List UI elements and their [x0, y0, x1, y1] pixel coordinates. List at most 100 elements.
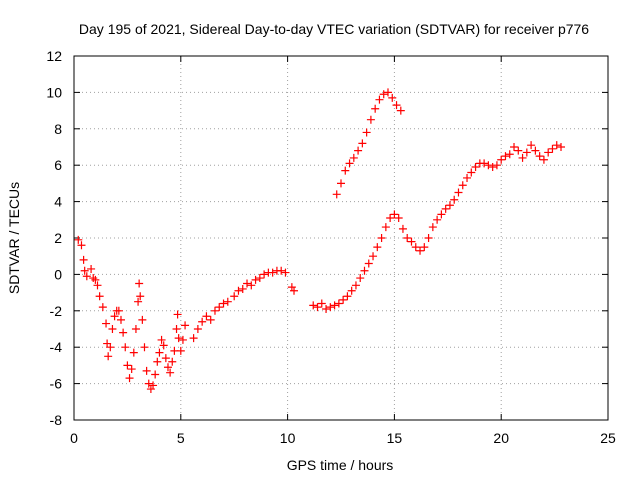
data-point — [79, 255, 88, 264]
data-point — [89, 274, 98, 283]
data-point — [360, 266, 369, 275]
data-point — [140, 343, 149, 352]
data-point — [178, 335, 187, 344]
data-point — [379, 90, 388, 99]
data-point — [202, 312, 211, 321]
data-point — [166, 368, 175, 377]
data-point — [157, 335, 166, 344]
data-point — [290, 286, 299, 295]
data-point — [146, 385, 155, 394]
data-point — [181, 321, 190, 330]
data-point — [362, 128, 371, 137]
y-tick-label: 0 — [54, 266, 62, 282]
data-point — [138, 315, 147, 324]
x-tick-label: 10 — [280, 430, 296, 446]
data-point — [552, 141, 561, 150]
data-point — [471, 163, 480, 172]
data-point — [373, 243, 382, 252]
data-point — [155, 348, 164, 357]
data-point — [375, 95, 384, 104]
data-point — [127, 365, 136, 374]
data-point — [467, 168, 476, 177]
data-point — [281, 268, 290, 277]
data-point — [174, 334, 183, 343]
data-point — [131, 325, 140, 333]
data-point — [135, 279, 144, 288]
y-tick-label: -8 — [50, 412, 63, 428]
data-point — [87, 264, 96, 273]
data-point — [136, 292, 145, 301]
y-tick-label: 2 — [54, 230, 62, 246]
data-point — [234, 286, 243, 295]
data-point — [230, 292, 239, 301]
data-point — [144, 379, 153, 388]
x-tick-label: 15 — [387, 430, 403, 446]
data-point — [193, 325, 202, 333]
data-point — [330, 301, 339, 310]
y-tick-label: 4 — [54, 194, 62, 210]
data-point — [260, 270, 269, 279]
data-point — [458, 181, 467, 190]
data-point — [332, 190, 341, 199]
data-point — [238, 284, 247, 293]
data-point — [168, 357, 177, 366]
data-point — [480, 159, 489, 168]
data-point — [77, 241, 86, 250]
data-point — [539, 155, 548, 164]
data-point — [407, 237, 416, 246]
y-tick-label: -6 — [50, 376, 63, 392]
data-point — [394, 213, 403, 222]
axis-ticks: 0 5 10 15 20 25 -8 -6 -4 -2 0 2 4 6 8 10 12 — [46, 48, 616, 446]
data-point — [420, 243, 429, 252]
data-point — [369, 252, 378, 261]
data-point — [116, 315, 125, 324]
data-point — [149, 381, 158, 390]
x-tick-label: 5 — [177, 430, 185, 446]
data-point — [91, 275, 100, 284]
data-point — [95, 292, 104, 301]
data-point — [347, 286, 356, 295]
data-point — [159, 341, 168, 350]
data-point — [441, 204, 450, 213]
data-point — [142, 366, 151, 375]
data-point — [114, 306, 123, 315]
data-point — [326, 303, 335, 312]
data-point — [119, 328, 128, 337]
data-point — [223, 297, 232, 306]
data-point — [161, 354, 170, 363]
data-point — [206, 315, 215, 324]
data-point — [388, 93, 397, 102]
data-point — [80, 266, 89, 275]
data-point — [163, 363, 172, 372]
data-point — [287, 283, 296, 292]
data-point — [277, 266, 286, 275]
plot-frame — [73, 55, 609, 421]
data-point — [121, 343, 130, 352]
data-point — [251, 275, 260, 284]
data-point — [106, 343, 115, 352]
data-point — [403, 234, 412, 242]
data-point — [82, 272, 91, 281]
data-points — [74, 88, 566, 394]
data-point — [173, 310, 182, 319]
data-point — [383, 88, 392, 97]
y-tick-label: 8 — [54, 121, 62, 137]
data-point — [514, 146, 523, 155]
data-point — [123, 361, 132, 370]
data-point — [505, 150, 514, 159]
data-point — [371, 104, 380, 113]
x-axis-label: GPS time / hours — [287, 457, 394, 473]
data-point — [433, 215, 442, 224]
data-point — [492, 161, 501, 170]
x-tick-label: 0 — [70, 430, 78, 446]
data-point — [437, 210, 446, 219]
data-point — [544, 148, 553, 157]
data-point — [125, 374, 134, 383]
data-point — [343, 292, 352, 301]
data-point — [450, 195, 459, 204]
data-point — [129, 348, 138, 357]
data-point — [428, 223, 437, 232]
data-point — [317, 299, 326, 308]
data-point — [531, 146, 540, 155]
